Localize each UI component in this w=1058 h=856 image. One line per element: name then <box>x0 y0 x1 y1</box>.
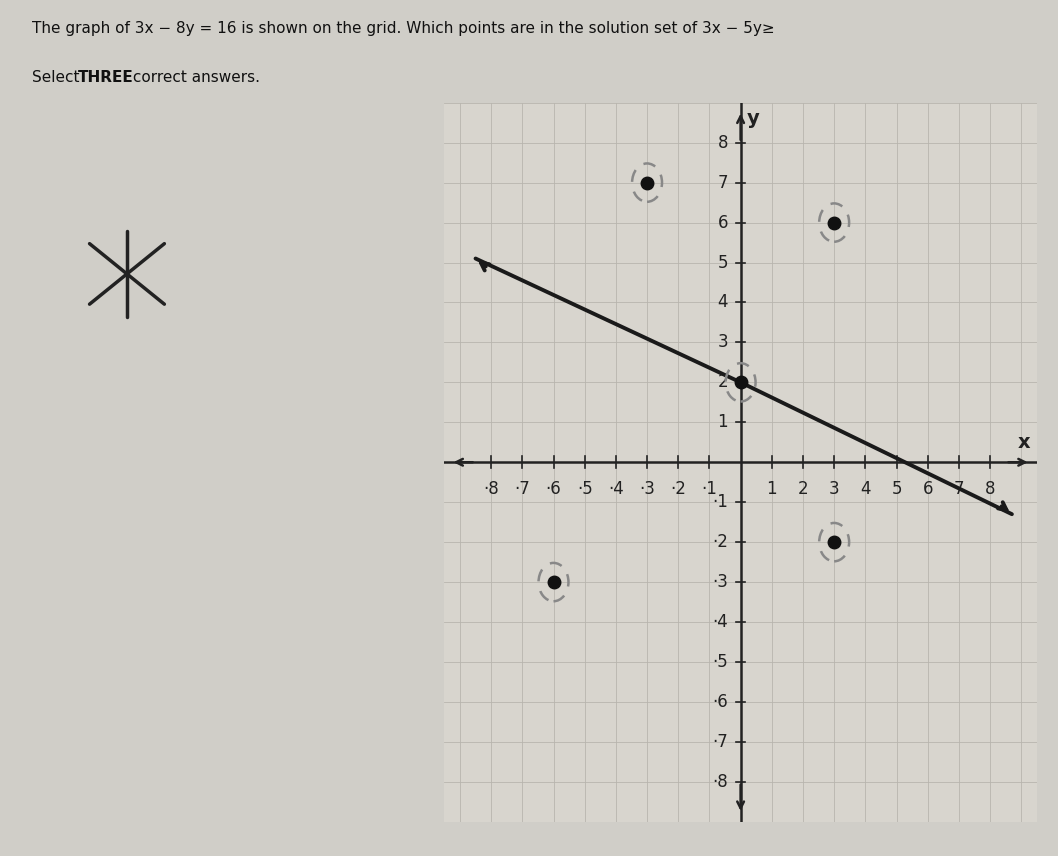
Text: ·6: ·6 <box>712 693 728 711</box>
Text: ·2: ·2 <box>671 480 687 498</box>
Text: 7: 7 <box>953 480 964 498</box>
Text: ·2: ·2 <box>712 533 728 551</box>
Text: y: y <box>747 110 760 128</box>
Text: 8: 8 <box>717 134 728 152</box>
Text: ·5: ·5 <box>577 480 592 498</box>
Text: The graph of 3x − 8y = 16 is shown on the grid. Which points are in the solution: The graph of 3x − 8y = 16 is shown on th… <box>32 21 774 37</box>
Text: ·7: ·7 <box>514 480 530 498</box>
Text: 5: 5 <box>891 480 901 498</box>
Text: 4: 4 <box>717 294 728 312</box>
Text: 4: 4 <box>860 480 871 498</box>
Text: 2: 2 <box>798 480 808 498</box>
Text: ·8: ·8 <box>712 773 728 791</box>
Text: 5: 5 <box>717 253 728 271</box>
Text: 1: 1 <box>717 413 728 431</box>
Text: THREE: THREE <box>78 69 134 85</box>
Text: ·3: ·3 <box>639 480 655 498</box>
Text: 3: 3 <box>717 333 728 352</box>
Text: correct answers.: correct answers. <box>128 69 260 85</box>
Text: ·3: ·3 <box>712 573 728 591</box>
Text: ·4: ·4 <box>608 480 624 498</box>
Text: ·5: ·5 <box>712 653 728 671</box>
Text: ·8: ·8 <box>484 480 499 498</box>
Text: Select: Select <box>32 69 85 85</box>
Text: x: x <box>1018 433 1030 452</box>
Text: ·7: ·7 <box>712 733 728 751</box>
Text: 6: 6 <box>717 213 728 232</box>
Text: 6: 6 <box>923 480 933 498</box>
Text: 8: 8 <box>985 480 996 498</box>
Text: ·4: ·4 <box>712 613 728 631</box>
Text: 1: 1 <box>766 480 777 498</box>
Text: ·1: ·1 <box>712 493 728 511</box>
Text: 3: 3 <box>828 480 839 498</box>
Text: 2: 2 <box>717 373 728 391</box>
Text: 7: 7 <box>717 174 728 192</box>
Text: ·1: ·1 <box>701 480 717 498</box>
Text: ·6: ·6 <box>546 480 562 498</box>
